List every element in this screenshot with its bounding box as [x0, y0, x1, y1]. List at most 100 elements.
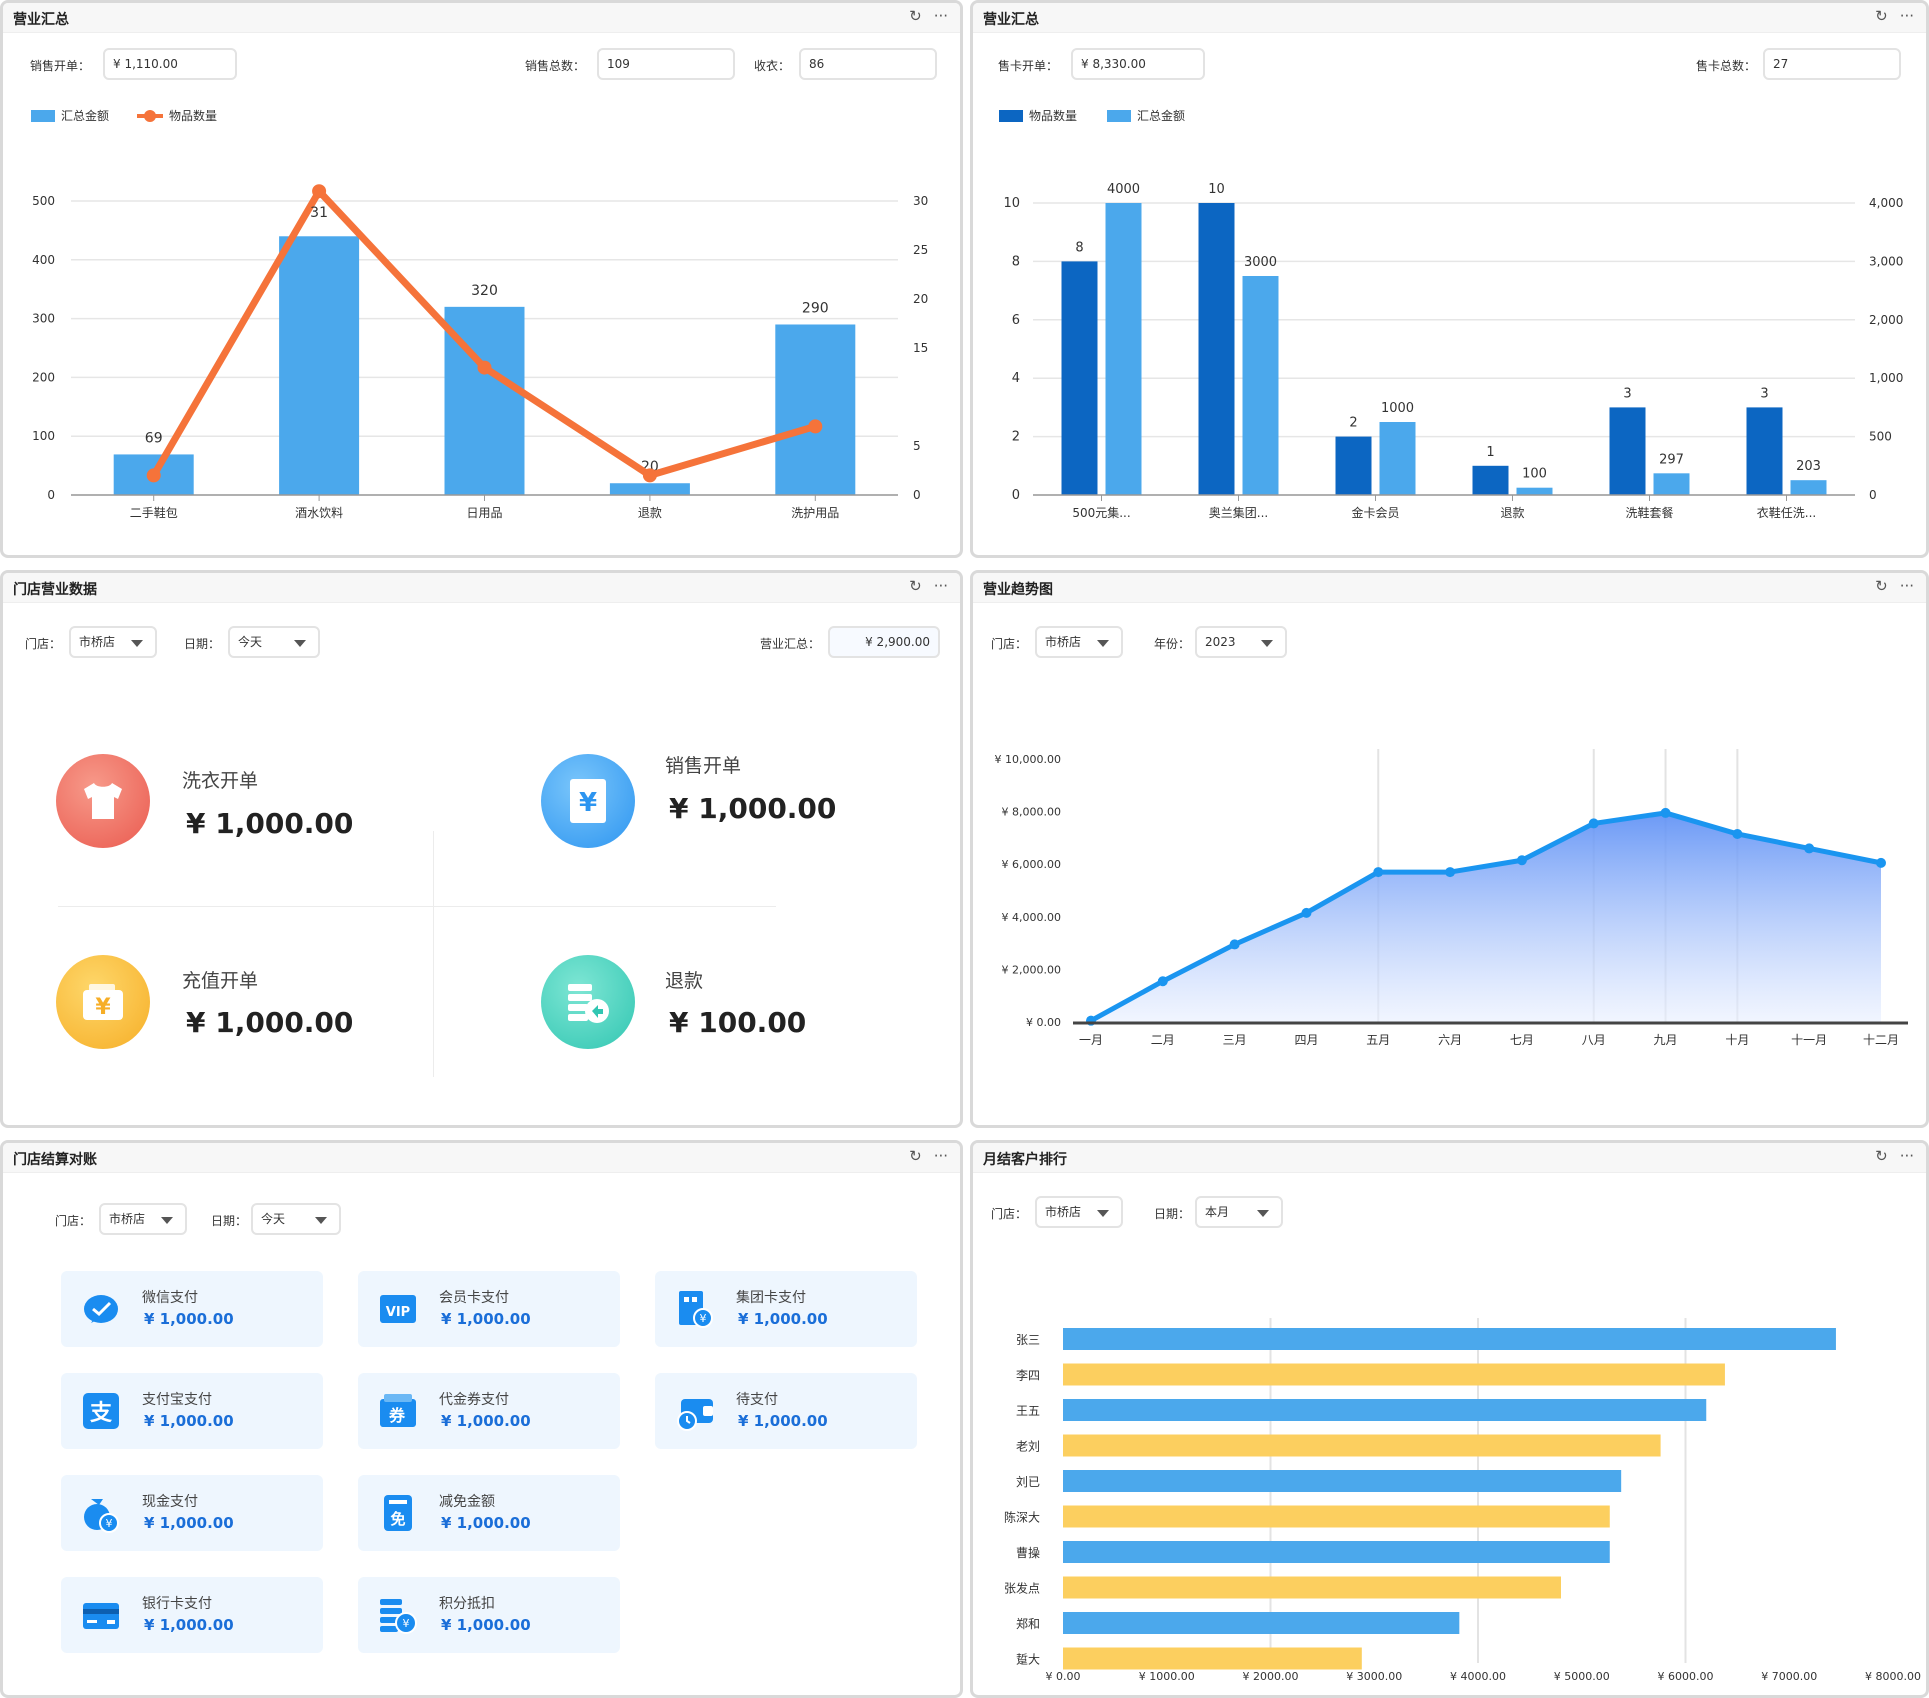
refresh-icon[interactable]: ↻	[1875, 577, 1888, 595]
refresh-icon[interactable]: ↻	[909, 1147, 922, 1165]
line-point	[1588, 818, 1599, 829]
monthly-ranking-panel: 月结客户排行 ↻ ··· 门店： 市桥店 日期： 本月 张三 李四 王五 老刘 刘已 陈深大…	[970, 1140, 1929, 1698]
y-tick-label: ¥ 10,000.00	[995, 753, 1061, 766]
bar	[1063, 1328, 1836, 1350]
store-select[interactable]: 市桥店	[99, 1203, 187, 1235]
payment-card-discount[interactable]: 免 减免金额 ¥ 1,000.00	[358, 1475, 620, 1551]
y-tick-label: 曹操	[1016, 1545, 1040, 1560]
y-right-tick-label: 20	[913, 292, 928, 306]
count-label: 销售总数：	[525, 59, 586, 73]
refresh-icon[interactable]: ↻	[1875, 7, 1888, 25]
points-icon: ¥	[380, 1599, 417, 1634]
y-left-tick-label: 400	[32, 253, 55, 267]
panel-title: 门店营业数据	[13, 582, 97, 598]
cash-icon: ¥	[84, 1499, 119, 1533]
payment-card-group[interactable]: ¥ 集团卡支付 ¥ 1,000.00	[655, 1271, 917, 1347]
svg-text:券: 券	[388, 1406, 406, 1425]
more-icon[interactable]: ···	[1899, 577, 1914, 595]
x-tick-label: ¥ 3000.00	[1346, 1670, 1402, 1683]
card-count-field[interactable]: 27	[1763, 48, 1901, 80]
svg-text:¥: ¥	[95, 995, 111, 1020]
bar-data-label: 1	[1486, 445, 1494, 460]
more-icon[interactable]: ···	[933, 577, 948, 595]
legend: 汇总金额 物品数量	[31, 107, 217, 124]
line-point	[1732, 828, 1743, 839]
panel-title: 营业汇总	[13, 12, 69, 28]
y-right-tick-label: 2,000	[1869, 313, 1903, 327]
store-select[interactable]: 市桥店	[69, 626, 157, 658]
year-select[interactable]: 2023	[1195, 626, 1287, 658]
stat-value: ¥ 1,000.00	[669, 792, 837, 825]
bar-amount	[1379, 422, 1416, 495]
refresh-icon[interactable]: ↻	[909, 7, 922, 25]
more-icon[interactable]: ···	[933, 7, 948, 25]
x-tick-label: ¥ 5000.00	[1554, 1670, 1610, 1683]
bar-amount	[1653, 473, 1690, 495]
svg-text:VIP: VIP	[386, 1305, 410, 1320]
line-point	[1373, 867, 1384, 878]
legend-swatch-qty	[137, 109, 164, 122]
payment-card-voucher[interactable]: 券 代金券支付 ¥ 1,000.00	[358, 1373, 620, 1449]
payment-card-cash[interactable]: ¥ 现金支付 ¥ 1,000.00	[61, 1475, 323, 1551]
store-select[interactable]: 市桥店	[1035, 1196, 1123, 1228]
bar-data-label: 3	[1760, 386, 1768, 401]
card-sales-field[interactable]: ¥ 8,330.00	[1071, 48, 1205, 80]
y-tick-label: 李四	[1016, 1368, 1040, 1383]
bar-data-label: 290	[802, 300, 829, 316]
more-icon[interactable]: ···	[1899, 1147, 1914, 1165]
x-tick-label: ¥ 7000.00	[1761, 1670, 1817, 1683]
x-tick-label: 九月	[1654, 1033, 1678, 1047]
panel-header: 营业汇总 ↻ ···	[3, 3, 960, 33]
date-select[interactable]: 今天	[251, 1203, 341, 1235]
stat-value: ¥ 1,000.00	[186, 807, 354, 840]
legend-swatch-amount	[31, 109, 55, 122]
payment-value: ¥ 1,000.00	[441, 1514, 531, 1532]
date-select[interactable]: 本月	[1195, 1196, 1283, 1228]
payment-value: ¥ 1,000.00	[441, 1616, 531, 1634]
payment-card-alipay[interactable]: 支 支付宝支付 ¥ 1,000.00	[61, 1373, 323, 1449]
y-tick-label: 张发点	[1004, 1581, 1040, 1596]
legend-label-amount: 汇总金额	[61, 109, 110, 123]
y-left-tick-label: 500	[32, 194, 55, 208]
stat-label: 退款	[665, 970, 704, 992]
more-icon[interactable]: ···	[1899, 7, 1914, 25]
payment-card-bank[interactable]: 银行卡支付 ¥ 1,000.00	[61, 1577, 323, 1653]
count-field[interactable]: 109	[597, 48, 735, 80]
y-tick-label: 刘已	[1016, 1475, 1040, 1489]
store-label: 门店：	[55, 1214, 92, 1228]
payment-card-points[interactable]: ¥ 积分抵扣 ¥ 1,000.00	[358, 1577, 620, 1653]
payment-value: ¥ 1,000.00	[144, 1412, 234, 1430]
bar-data-label: 69	[145, 430, 163, 446]
x-tick-label: 七月	[1510, 1033, 1534, 1047]
refresh-icon[interactable]: ↻	[909, 577, 922, 595]
pending-icon	[677, 1399, 713, 1431]
panel-header: 营业趋势图 ↻ ···	[973, 573, 1926, 603]
payment-card-pending[interactable]: 待支付 ¥ 1,000.00	[655, 1373, 917, 1449]
payment-label: 微信支付	[142, 1290, 198, 1306]
sales-field[interactable]: ¥ 1,110.00	[103, 48, 237, 80]
sales-summary-panel: 营业汇总 ↻ ··· 销售开单： ¥ 1,110.00 销售总数： 109 收衣：…	[0, 0, 963, 558]
svg-text:免: 免	[390, 1510, 405, 1528]
line-point	[146, 468, 161, 483]
x-tick-label: 五月	[1366, 1033, 1390, 1047]
payment-label: 会员卡支付	[439, 1290, 509, 1306]
stat-value: ¥ 1,000.00	[186, 1006, 354, 1039]
more-icon[interactable]: ···	[933, 1147, 948, 1165]
y-right-tick-label: 1,000	[1869, 371, 1903, 385]
store-select[interactable]: 市桥店	[1035, 626, 1123, 658]
store-label: 门店：	[991, 637, 1028, 651]
stat-label: 洗衣开单	[182, 770, 259, 792]
y-right-tick-label: 0	[1869, 488, 1877, 502]
cashier-field[interactable]: 86	[799, 48, 937, 80]
date-select[interactable]: 今天	[228, 626, 320, 658]
payment-value: ¥ 1,000.00	[144, 1514, 234, 1532]
bar	[1063, 1470, 1622, 1492]
payment-card-wechat[interactable]: 微信支付 ¥ 1,000.00	[61, 1271, 323, 1347]
x-tick-label: 退款	[638, 506, 662, 520]
refresh-icon[interactable]: ↻	[1875, 1147, 1888, 1165]
bank-card-icon	[83, 1603, 119, 1629]
total-field[interactable]: ¥ 2,900.00	[828, 626, 940, 658]
x-tick-label: 一月	[1079, 1033, 1103, 1047]
voucher-icon: 券	[380, 1394, 416, 1427]
payment-card-vip[interactable]: VIP 会员卡支付 ¥ 1,000.00	[358, 1271, 620, 1347]
